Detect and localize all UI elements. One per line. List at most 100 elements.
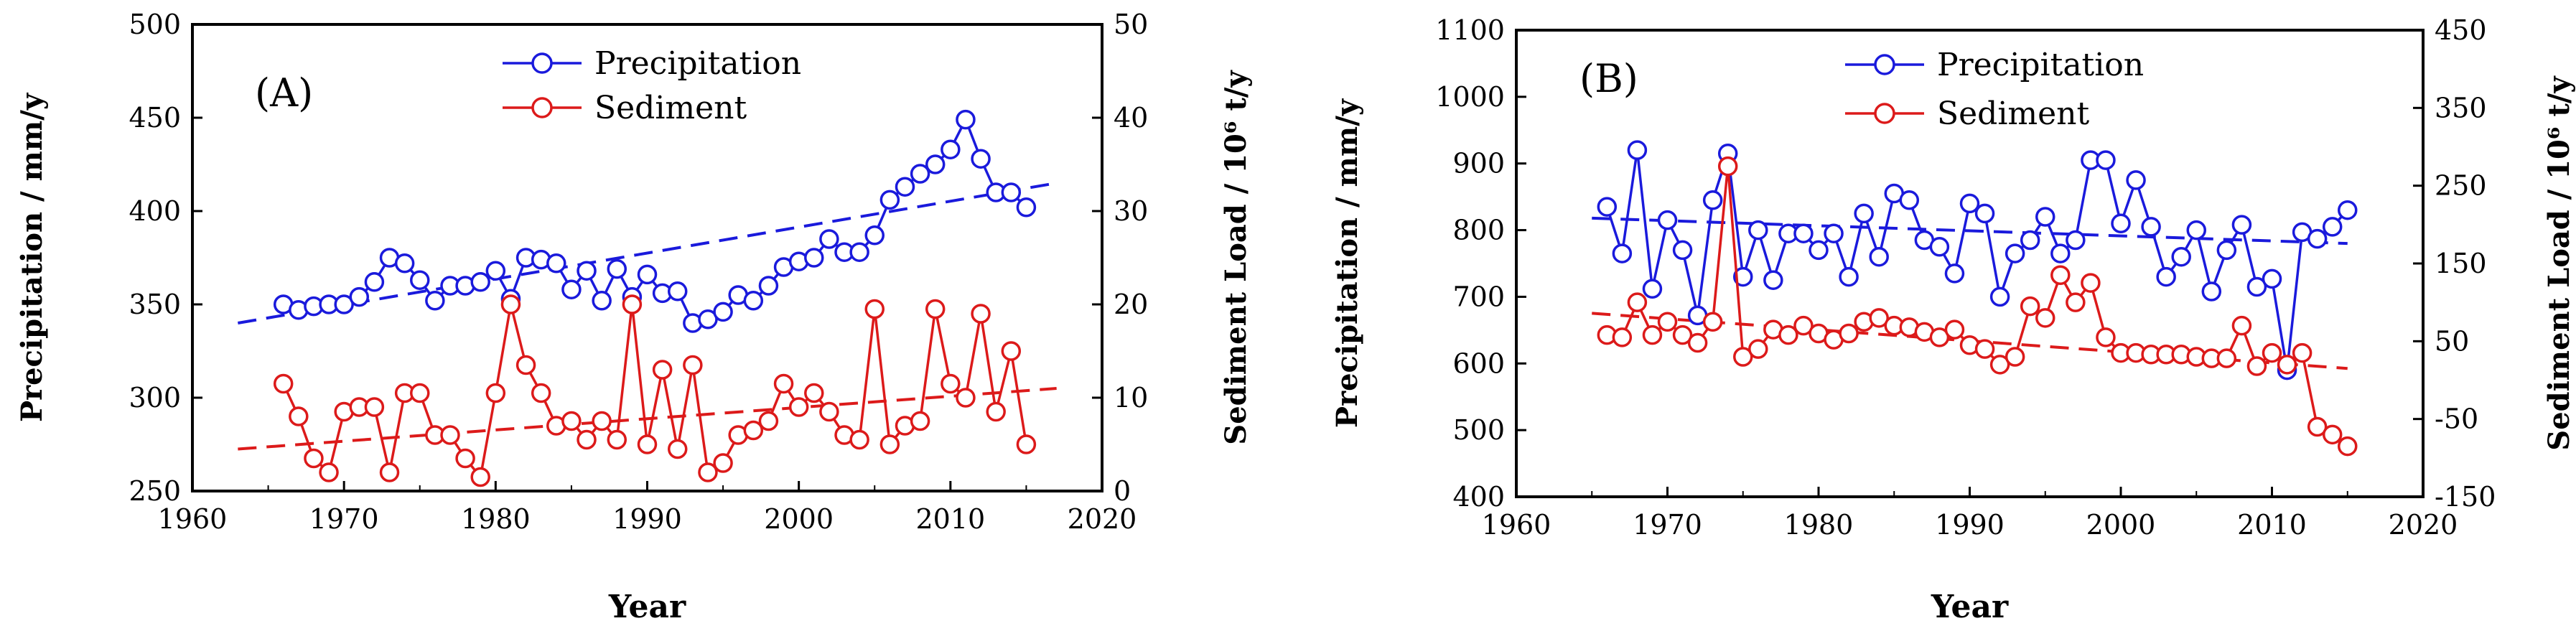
- precipitation-point: [1597, 197, 1618, 217]
- precipitation-point: [698, 309, 718, 330]
- sediment-point: [956, 388, 976, 408]
- sediment-point: [1612, 327, 1633, 347]
- precipitation-point: [546, 253, 566, 274]
- x-tick-label: 2010: [2237, 509, 2307, 541]
- y-left-tick-label: 600: [1452, 347, 1505, 379]
- sediment-point: [440, 425, 460, 445]
- sediment-point: [289, 406, 309, 426]
- y-left-tick-label: 500: [129, 9, 181, 40]
- sediment-point: [971, 304, 991, 324]
- panel-label: (B): [1579, 56, 1638, 101]
- sediment-point: [455, 448, 475, 469]
- precipitation-point: [1929, 237, 1950, 257]
- precipitation-point: [956, 109, 976, 130]
- precipitation-trend-line: [1592, 216, 2348, 246]
- sediment-point: [1702, 312, 1723, 332]
- legend-marker-precipitation: [531, 52, 553, 74]
- sediment-point: [2096, 327, 2116, 347]
- precipitation-point: [925, 154, 946, 174]
- sediment-point: [1627, 292, 1648, 312]
- sediment-point: [683, 355, 703, 375]
- y-left-tick-label: 1000: [1435, 81, 1505, 113]
- precipitation-point: [2262, 268, 2282, 289]
- sediment-point: [2020, 296, 2040, 317]
- y-right-tick-label: 450: [2435, 14, 2487, 46]
- precipitation-point: [2141, 217, 2161, 237]
- precipitation-point: [349, 286, 370, 307]
- precipitation-point: [2216, 240, 2237, 261]
- sediment-point: [788, 397, 809, 417]
- x-tick-label: 1970: [309, 503, 379, 535]
- sediment-point: [485, 383, 506, 403]
- sediment-point: [986, 401, 1006, 422]
- precipitation-point: [2050, 243, 2071, 263]
- sediment-point: [500, 294, 521, 314]
- sediment-point: [622, 294, 643, 314]
- sediment-point: [304, 448, 324, 469]
- y-right-axis-title: Sediment Load / 10⁶ t/y: [1219, 70, 1253, 445]
- precipitation-point: [592, 291, 612, 311]
- sediment-point: [910, 411, 930, 431]
- precipitation-point: [895, 177, 915, 197]
- precipitation-point: [2035, 207, 2055, 227]
- sediment-point: [1642, 324, 1663, 345]
- precipitation-point: [849, 242, 869, 262]
- x-tick-label: 1990: [1935, 509, 2005, 541]
- y-left-tick-label: 450: [129, 102, 181, 134]
- x-tick-label: 1990: [612, 503, 682, 535]
- precipitation-trend-line: [238, 182, 1057, 324]
- precipitation-point: [2126, 170, 2146, 190]
- precipitation-point: [2111, 213, 2131, 234]
- y-left-tick-label: 800: [1452, 215, 1505, 246]
- precipitation-point: [971, 149, 991, 169]
- legend-marker-sediment: [1874, 103, 1895, 124]
- precipitation-point: [364, 272, 385, 292]
- sediment-point: [1869, 308, 1889, 328]
- sediment-point: [667, 439, 688, 459]
- precipitation-point: [394, 253, 415, 274]
- y-left-axis-title: Precipitation / mm/y: [15, 92, 49, 422]
- sediment-point: [941, 373, 961, 394]
- precipitation-point: [410, 270, 430, 290]
- sediment-point: [713, 453, 733, 473]
- sediment-point: [1717, 156, 1738, 177]
- sediment-point: [2292, 342, 2313, 363]
- legend-marker-precipitation: [1874, 54, 1895, 75]
- legend-label-sediment: Sediment: [594, 90, 747, 126]
- precipitation-point: [2201, 281, 2222, 302]
- precipitation-point: [1642, 279, 1663, 299]
- sediment-point: [743, 420, 764, 441]
- sediment-point: [515, 355, 536, 375]
- precipitation-point: [425, 291, 445, 311]
- chart-panel-b: 1960 1970 1980 1990 2000 2010 2020 400 500 600 700…: [1330, 14, 2576, 625]
- sediment-point: [1929, 327, 1950, 347]
- precipitation-point: [743, 291, 764, 311]
- sediment-point: [2231, 315, 2252, 336]
- sediment-point: [1974, 339, 1995, 359]
- sediment-point: [561, 411, 582, 431]
- x-tick-label: 2010: [915, 503, 985, 535]
- precipitation-point: [758, 276, 779, 296]
- x-tick-label: 1960: [158, 503, 228, 535]
- sediment-point: [1672, 324, 1693, 345]
- x-tick-label: 2000: [764, 503, 834, 535]
- precipitation-point: [1016, 197, 1037, 218]
- sediment-point: [1989, 355, 2010, 375]
- y-right-tick-label: 350: [2435, 92, 2487, 123]
- precipitation-point: [470, 272, 490, 292]
- precipitation-point: [1959, 193, 1980, 214]
- precipitation-point: [561, 279, 582, 299]
- y-right-tick-label: -150: [2435, 481, 2496, 513]
- legend-label-precipitation: Precipitation: [1937, 47, 2144, 83]
- precipitation-point: [804, 248, 824, 268]
- y-left-tick-label: 350: [129, 289, 181, 320]
- sediment-point: [607, 429, 627, 450]
- sediment-point: [1016, 434, 1037, 454]
- precipitation-point: [1763, 270, 1783, 290]
- precipitation-point: [864, 225, 885, 246]
- sediment-point: [637, 434, 658, 454]
- sediment-point: [1793, 315, 1814, 336]
- precipitation-point: [485, 261, 506, 281]
- precipitation-point: [2096, 150, 2116, 170]
- y-right-tick-label: 20: [1114, 289, 1148, 320]
